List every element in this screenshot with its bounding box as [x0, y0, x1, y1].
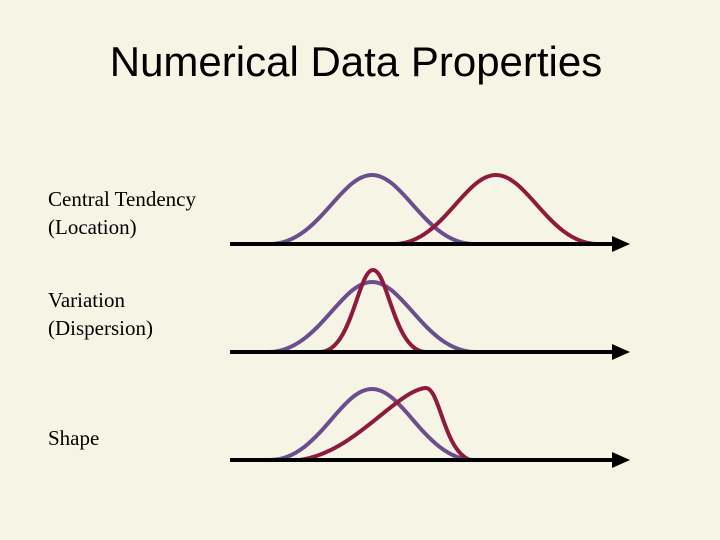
- axis-arrowhead: [612, 236, 630, 252]
- row-label-line: (Dispersion): [48, 316, 153, 340]
- slide-title: Numerical Data Properties: [109, 38, 603, 85]
- curve-crimson-location: [392, 172, 600, 246]
- row-label-line: (Location): [48, 215, 137, 239]
- curve-crimson-dispersion: [318, 267, 428, 354]
- axis-arrowhead: [612, 344, 630, 360]
- row-label-line: Shape: [48, 426, 100, 450]
- row-label-shape: Shape: [48, 424, 99, 452]
- row-label-central-tendency: Central Tendency (Location): [48, 185, 196, 241]
- row-variation: [230, 267, 630, 360]
- axis-arrowhead: [612, 452, 630, 468]
- curve-purple-shape: [268, 386, 476, 462]
- row-central-tendency: [230, 172, 630, 252]
- curve-crimson-skewed: [298, 386, 472, 462]
- row-shape: [230, 386, 630, 468]
- row-label-variation: Variation (Dispersion): [48, 286, 153, 342]
- curve-purple-dispersion: [266, 279, 478, 354]
- row-label-line: Variation: [48, 288, 125, 312]
- row-label-line: Central Tendency: [48, 187, 197, 211]
- curve-purple-location: [268, 172, 476, 246]
